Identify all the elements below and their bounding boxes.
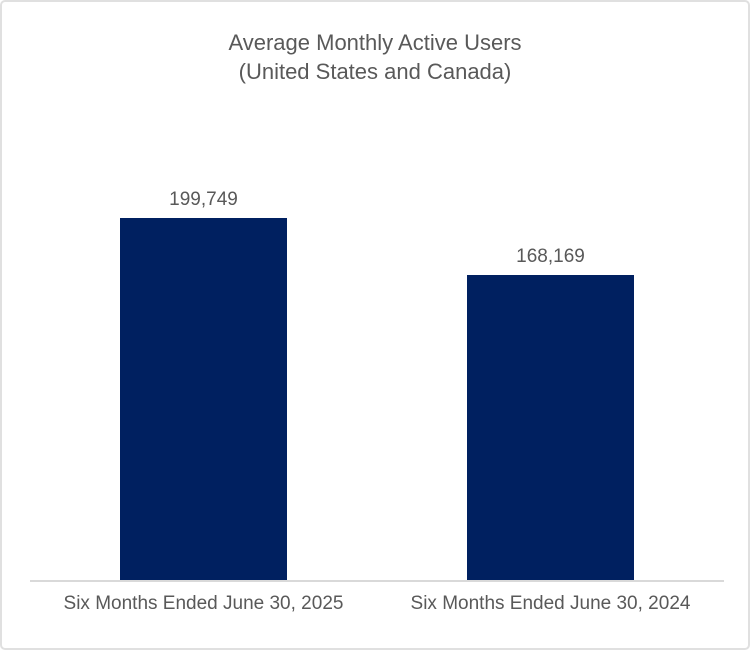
- bar-2024: [467, 275, 634, 580]
- data-label-2025: 199,749: [169, 189, 238, 211]
- bar-group-2025: 199,749: [30, 127, 377, 580]
- bar-2025: [120, 218, 287, 580]
- plot-area: 199,749 168,169: [30, 127, 724, 580]
- chart-title-line-1: Average Monthly Active Users: [228, 30, 522, 55]
- x-axis-line: [30, 580, 724, 582]
- bar-group-2024: 168,169: [377, 127, 724, 580]
- chart-title-line-2: (United States and Canada): [238, 59, 512, 84]
- data-label-2024: 168,169: [516, 246, 585, 268]
- chart-title: Average Monthly Active Users (United Sta…: [2, 28, 748, 86]
- x-axis-labels: Six Months Ended June 30, 2025 Six Month…: [30, 591, 724, 617]
- category-label-2025: Six Months Ended June 30, 2025: [63, 593, 344, 614]
- category-label-2024: Six Months Ended June 30, 2024: [410, 593, 691, 614]
